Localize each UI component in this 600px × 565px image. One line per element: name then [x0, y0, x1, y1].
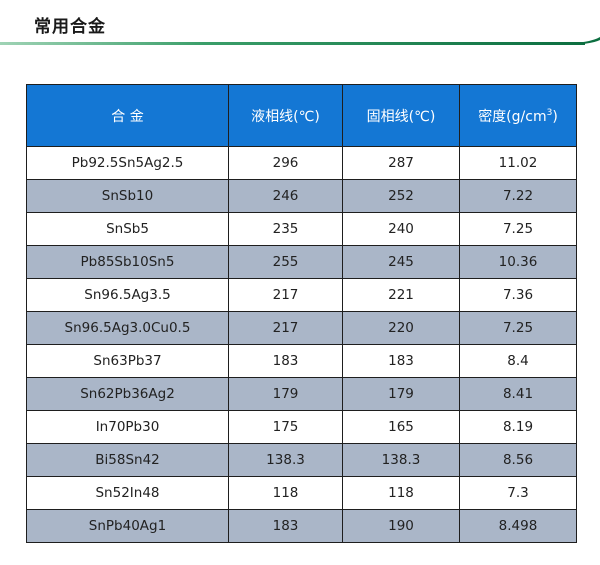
cell-liquidus: 235	[228, 212, 343, 246]
page-header: 常用合金	[0, 0, 600, 48]
cell-solidus: 179	[342, 377, 460, 411]
header-density-close: )	[552, 108, 558, 125]
cell-alloy: Bi58Sn42	[26, 443, 229, 477]
alloy-table: 合 金 液相线(℃) 固相线(℃) 密度(g/cm3) Pb92.5Sn5Ag2…	[26, 84, 577, 543]
cell-density: 8.498	[459, 509, 577, 543]
header-alloy: 合 金	[26, 84, 229, 147]
cell-solidus: 220	[342, 311, 460, 345]
cell-solidus: 183	[342, 344, 460, 378]
alloy-table-container: 合 金 液相线(℃) 固相线(℃) 密度(g/cm3) Pb92.5Sn5Ag2…	[26, 84, 577, 543]
cell-density: 8.41	[459, 377, 577, 411]
cell-alloy: Sn96.5Ag3.5	[26, 278, 229, 312]
table-row: In70Pb30 175 165 8.19	[26, 410, 577, 444]
cell-alloy: SnPb40Ag1	[26, 509, 229, 543]
header-green-bar	[0, 37, 600, 45]
cell-alloy: SnSb5	[26, 212, 229, 246]
cell-density: 8.19	[459, 410, 577, 444]
cell-solidus: 118	[342, 476, 460, 510]
cell-density: 10.36	[459, 245, 577, 279]
table-row: Bi58Sn42 138.3 138.3 8.56	[26, 443, 577, 477]
header-liquidus: 液相线(℃)	[228, 84, 343, 147]
cell-liquidus: 296	[228, 146, 343, 180]
cell-solidus: 245	[342, 245, 460, 279]
table-row: Sn63Pb37 183 183 8.4	[26, 344, 577, 378]
cell-liquidus: 183	[228, 509, 343, 543]
cell-density: 7.25	[459, 212, 577, 246]
table-row: Sn62Pb36Ag2 179 179 8.41	[26, 377, 577, 411]
cell-density: 7.22	[459, 179, 577, 213]
table-row: SnPb40Ag1 183 190 8.498	[26, 509, 577, 543]
cell-alloy: Sn62Pb36Ag2	[26, 377, 229, 411]
cell-liquidus: 118	[228, 476, 343, 510]
cell-liquidus: 179	[228, 377, 343, 411]
table-row: Pb85Sb10Sn5 255 245 10.36	[26, 245, 577, 279]
cell-solidus: 221	[342, 278, 460, 312]
header-density-label: 密度(g/cm	[478, 108, 547, 125]
table-row: Sn52In48 118 118 7.3	[26, 476, 577, 510]
cell-solidus: 165	[342, 410, 460, 444]
table-row: SnSb5 235 240 7.25	[26, 212, 577, 246]
table-row: Sn96.5Ag3.5 217 221 7.36	[26, 278, 577, 312]
cell-liquidus: 217	[228, 311, 343, 345]
cell-alloy: Sn63Pb37	[26, 344, 229, 378]
cell-density: 7.3	[459, 476, 577, 510]
cell-solidus: 240	[342, 212, 460, 246]
cell-solidus: 138.3	[342, 443, 460, 477]
table-row: SnSb10 246 252 7.22	[26, 179, 577, 213]
header-density: 密度(g/cm3)	[459, 84, 577, 147]
cell-liquidus: 217	[228, 278, 343, 312]
cell-liquidus: 255	[228, 245, 343, 279]
cell-density: 11.02	[459, 146, 577, 180]
cell-solidus: 287	[342, 146, 460, 180]
cell-alloy: SnSb10	[26, 179, 229, 213]
cell-solidus: 252	[342, 179, 460, 213]
cell-alloy: Sn96.5Ag3.0Cu0.5	[26, 311, 229, 345]
header-density-superscript: 3	[546, 107, 553, 118]
cell-liquidus: 175	[228, 410, 343, 444]
table-header-row: 合 金 液相线(℃) 固相线(℃) 密度(g/cm3)	[26, 84, 577, 147]
cell-density: 7.36	[459, 278, 577, 312]
cell-alloy: In70Pb30	[26, 410, 229, 444]
cell-density: 8.56	[459, 443, 577, 477]
cell-liquidus: 183	[228, 344, 343, 378]
table-row: Pb92.5Sn5Ag2.5 296 287 11.02	[26, 146, 577, 180]
page-title: 常用合金	[34, 17, 106, 37]
cell-density: 8.4	[459, 344, 577, 378]
cell-solidus: 190	[342, 509, 460, 543]
header-solidus: 固相线(℃)	[342, 84, 460, 147]
table-row: Sn96.5Ag3.0Cu0.5 217 220 7.25	[26, 311, 577, 345]
cell-alloy: Sn52In48	[26, 476, 229, 510]
cell-liquidus: 138.3	[228, 443, 343, 477]
cell-liquidus: 246	[228, 179, 343, 213]
cell-alloy: Pb92.5Sn5Ag2.5	[26, 146, 229, 180]
cell-density: 7.25	[459, 311, 577, 345]
cell-alloy: Pb85Sb10Sn5	[26, 245, 229, 279]
